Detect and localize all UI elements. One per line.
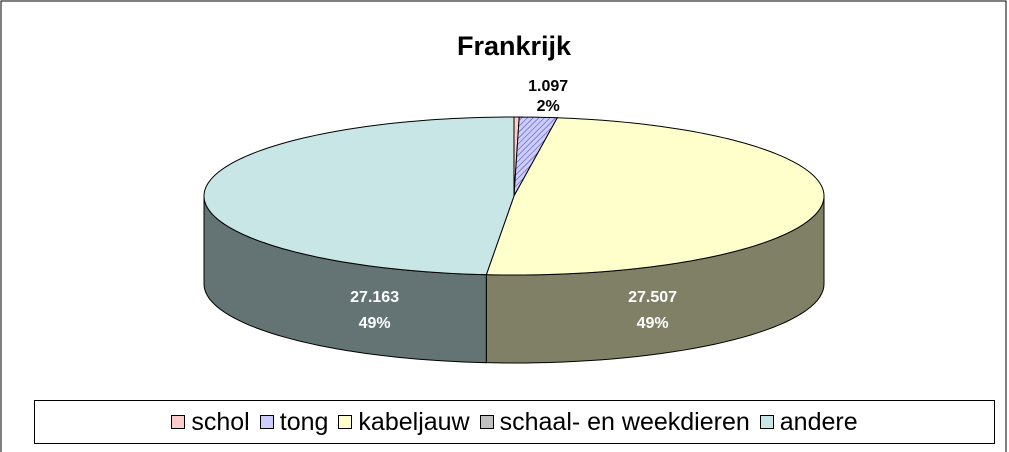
legend-label: schaal- en weekdieren — [499, 407, 750, 436]
legend-label: andere — [779, 407, 858, 436]
chart-title: Frankrijk — [457, 31, 572, 61]
data-label: 27.507 — [628, 289, 677, 306]
percent-label: 49% — [637, 315, 669, 332]
legend-label: schol — [191, 407, 250, 436]
legend-item: schol — [171, 407, 250, 437]
legend-item: andere — [759, 407, 858, 437]
legend-label: kabeljauw — [358, 407, 470, 436]
legend-swatch — [338, 415, 353, 429]
pie-slice — [485, 117, 825, 276]
legend-item: tong — [259, 407, 329, 437]
legend: schol tong kabeljauw schaal- en weekdieren a… — [34, 400, 995, 444]
legend-swatch — [759, 415, 774, 429]
percent-label: 2% — [537, 98, 560, 115]
legend-swatch — [479, 415, 494, 429]
pie-slice — [203, 116, 515, 276]
percent-label: 49% — [359, 315, 391, 332]
data-label: 1.097 — [528, 78, 568, 95]
legend-swatch — [259, 415, 274, 429]
legend-item: schaal- en weekdieren — [479, 407, 750, 437]
legend-item: kabeljauw — [338, 407, 470, 437]
legend-swatch — [171, 415, 186, 429]
legend-label: tong — [279, 407, 329, 436]
data-label: 27.163 — [350, 289, 399, 306]
